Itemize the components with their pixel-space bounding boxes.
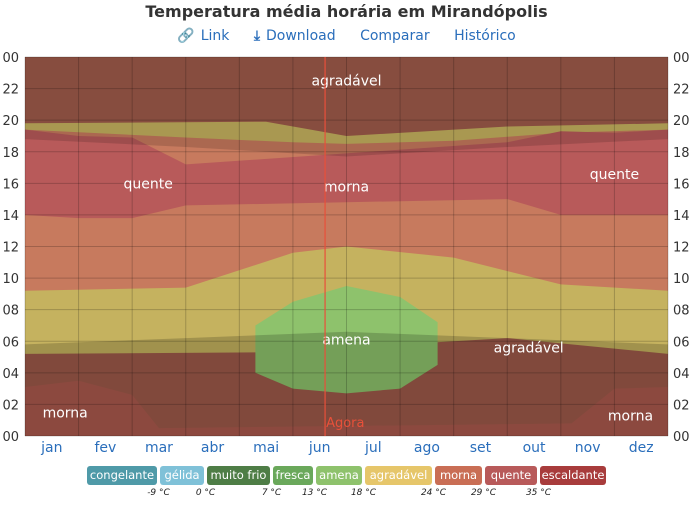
region-label-2: morna [324, 179, 369, 195]
y-tick-left-9: 18 [2, 146, 19, 161]
region-label-7: morna [608, 408, 653, 424]
y-tick-left-12: 00 [2, 51, 19, 66]
legend-swatch-1: gélida [160, 466, 204, 485]
legend-swatch-3: fresca [273, 466, 313, 485]
region-label-6: morna [43, 405, 88, 421]
link-bar: 🔗 Link ⤓ Download Comparar Histórico [0, 28, 693, 44]
month-label-jul: jul [364, 440, 382, 456]
legend-threshold-5: 24 °C [420, 488, 447, 498]
y-tick-right-5: 10 [673, 272, 690, 287]
y-tick-left-0: 00 [2, 430, 19, 445]
y-tick-right-8: 16 [673, 177, 690, 192]
legend-swatch-4: amena [316, 466, 362, 485]
download-button[interactable]: ⤓ Download [254, 28, 336, 44]
month-label-jun: jun [308, 440, 331, 456]
y-tick-left-10: 20 [2, 114, 19, 129]
month-label-jan: jan [40, 440, 62, 456]
now-marker-label: Agora [326, 416, 364, 431]
y-tick-right-9: 18 [673, 146, 690, 161]
y-tick-left-11: 22 [2, 83, 19, 98]
legend-threshold-0: -9 °C [147, 488, 170, 498]
month-label-fev: fev [94, 440, 116, 456]
region-label-5: agradável [494, 341, 564, 357]
y-tick-right-4: 08 [673, 304, 690, 319]
legend-swatch-0: congelante [87, 466, 157, 485]
legend-threshold-6: 29 °C [470, 488, 497, 498]
y-tick-left-6: 12 [2, 241, 19, 256]
legend-threshold-7: 35 °C [525, 488, 552, 498]
legend-threshold-4: 18 °C [350, 488, 377, 498]
region-label-0: agradável [311, 74, 381, 90]
y-tick-right-0: 00 [673, 430, 690, 445]
y-tick-left-2: 04 [2, 367, 19, 382]
y-tick-left-5: 10 [2, 272, 19, 287]
download-label: Download [266, 28, 336, 44]
y-tick-right-7: 14 [673, 209, 690, 224]
link-button[interactable]: 🔗 Link [177, 28, 229, 44]
legend-swatch-6: morna [435, 466, 482, 485]
month-label-dez: dez [629, 440, 654, 456]
y-tick-right-12: 00 [673, 51, 690, 66]
night-shade-evening [25, 57, 668, 157]
y-tick-left-7: 14 [2, 209, 19, 224]
month-label-out: out [523, 440, 546, 456]
legend-threshold-3: 13 °C [301, 488, 328, 498]
region-label-1: quente [124, 176, 173, 192]
page-title: Temperatura média horária em Mirandópoli… [145, 2, 548, 21]
y-tick-right-1: 02 [673, 398, 690, 413]
legend-threshold-1: 0 °C [195, 488, 216, 498]
download-icon: ⤓ [253, 28, 261, 44]
y-tick-right-3: 06 [673, 335, 690, 350]
band-2 [25, 129, 668, 219]
y-tick-left-4: 08 [2, 304, 19, 319]
month-label-mar: mar [145, 440, 173, 456]
link-icon: 🔗 [177, 28, 195, 44]
legend-swatch-2: muito frio [207, 466, 270, 485]
link-label: Link [200, 28, 230, 44]
month-label-ago: ago [414, 440, 440, 456]
month-label-abr: abr [201, 440, 224, 456]
y-tick-left-1: 02 [2, 398, 19, 413]
y-tick-right-10: 20 [673, 114, 690, 129]
region-label-3: quente [590, 167, 639, 183]
night-shade-morning [25, 331, 668, 436]
history-link[interactable]: Histórico [454, 28, 516, 44]
legend-swatch-8: escaldante [540, 466, 606, 485]
month-label-mai: mai [253, 440, 279, 456]
y-tick-left-3: 06 [2, 335, 19, 350]
y-tick-right-2: 04 [673, 367, 690, 382]
y-tick-left-8: 16 [2, 177, 19, 192]
y-tick-right-11: 22 [673, 83, 690, 98]
band-4 [25, 380, 668, 436]
month-label-set: set [470, 440, 492, 456]
compare-link[interactable]: Comparar [360, 28, 430, 44]
y-tick-right-6: 12 [673, 241, 690, 256]
legend-swatch-7: quente [485, 466, 537, 485]
region-label-4: amena [322, 333, 370, 349]
legend-threshold-2: 7 °C [261, 488, 282, 498]
month-label-nov: nov [575, 440, 601, 456]
band-3 [255, 286, 438, 394]
legend-swatch-5: agradável [365, 466, 432, 485]
temperature-heatmap: 00 00 02 02 04 04 06 06 08 08 10 10 12 12 14 14 16 16 18 18… [2, 51, 690, 456]
legend: congelante gélida muito frio fresca amena agr… [0, 466, 693, 506]
